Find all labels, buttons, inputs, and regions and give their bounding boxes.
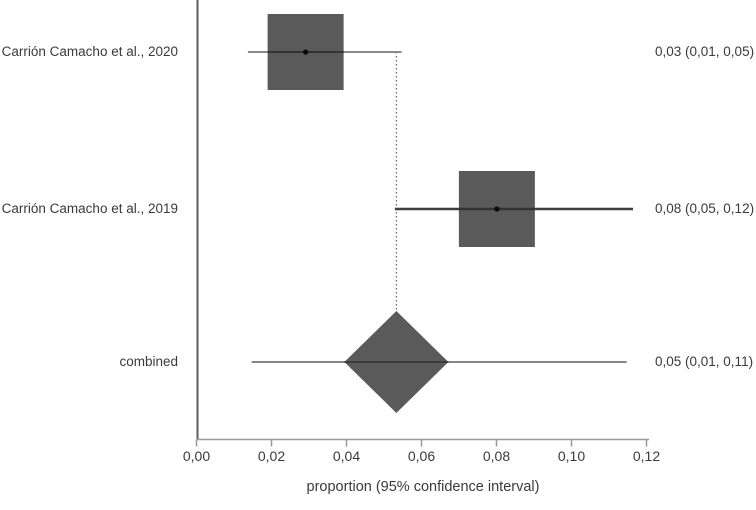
estimate-value: 0,08 (0,05, 0,12) (655, 201, 755, 216)
x-tick-label: 0,04 (332, 448, 361, 464)
estimate-value: 0,03 (0,01, 0,05) (655, 44, 755, 59)
point-estimate-dot (303, 49, 309, 55)
study-label: Carrión Camacho et al., 2019 (1, 201, 178, 216)
x-axis-title: proportion (95% confidence interval) (306, 479, 540, 495)
x-tick-label: 0,10 (557, 448, 586, 464)
x-tick-label: 0,12 (632, 448, 661, 464)
study-label: combined (119, 354, 178, 369)
x-tick-label: 0,02 (257, 448, 286, 464)
estimate-value: 0,05 (0,01, 0,11) (655, 354, 754, 369)
point-estimate-dot (494, 206, 500, 212)
x-tick-label: 0,00 (182, 448, 211, 464)
study-label: Carrión Camacho et al., 2020 (1, 44, 178, 59)
x-tick-label: 0,08 (482, 448, 511, 464)
x-tick-label: 0,06 (407, 448, 436, 464)
